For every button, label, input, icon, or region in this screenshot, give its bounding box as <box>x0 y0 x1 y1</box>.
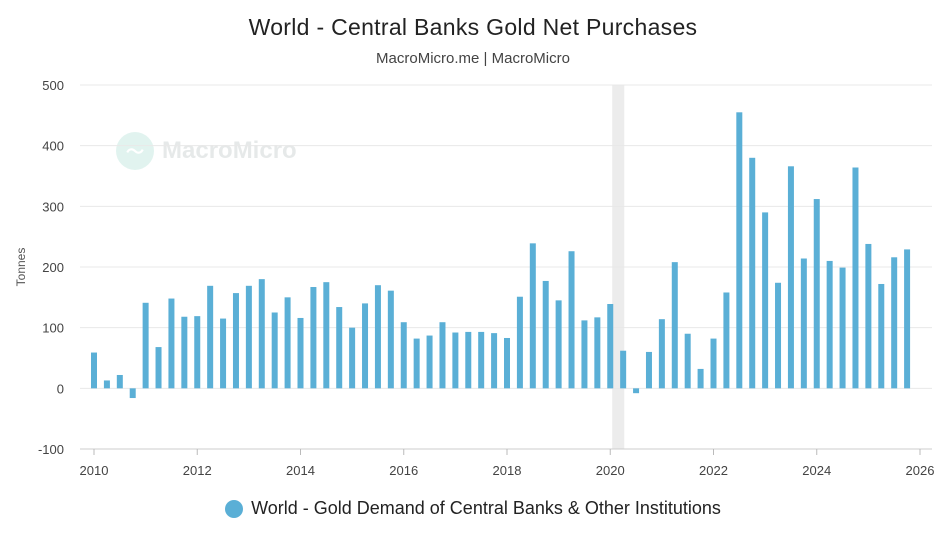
legend[interactable]: World - Gold Demand of Central Banks & O… <box>0 498 946 519</box>
bar <box>813 199 820 389</box>
legend-swatch <box>225 499 244 518</box>
bar <box>387 290 394 389</box>
bar <box>516 296 523 389</box>
bar <box>671 262 678 389</box>
bar <box>232 293 239 389</box>
bar <box>787 166 794 389</box>
bar <box>633 388 640 394</box>
bar <box>116 374 123 389</box>
bar <box>194 316 201 389</box>
bar <box>220 318 227 389</box>
bar <box>491 333 498 389</box>
bar <box>775 282 782 389</box>
bar <box>878 283 885 389</box>
y-tick-label: 500 <box>42 78 64 93</box>
bar <box>697 368 704 389</box>
x-tick-label: 2014 <box>286 463 315 478</box>
bar <box>568 251 575 389</box>
bar <box>103 380 110 389</box>
watermark: 〜 MacroMicro <box>116 132 297 170</box>
bar <box>723 292 730 389</box>
bar <box>336 307 343 389</box>
bar <box>323 282 330 389</box>
y-axis-label: Tonnes <box>14 248 28 287</box>
wave-chart-icon: 〜 <box>116 132 154 170</box>
bar <box>852 167 859 389</box>
watermark-text: MacroMicro <box>162 137 297 164</box>
chart-title: World - Central Banks Gold Net Purchases <box>248 14 698 40</box>
bar <box>349 327 356 389</box>
bar <box>645 351 652 389</box>
x-tick-label: 2018 <box>493 463 522 478</box>
bar <box>142 302 149 389</box>
y-tick-label: -100 <box>38 442 64 457</box>
bar <box>762 212 769 389</box>
y-tick-label: 100 <box>42 321 64 336</box>
bar <box>310 287 317 389</box>
x-tick-label: 2020 <box>596 463 625 478</box>
y-tick-label: 400 <box>42 139 64 154</box>
bar <box>904 249 911 389</box>
bar <box>297 317 304 389</box>
bar <box>155 347 162 389</box>
bar <box>800 258 807 389</box>
x-tick-label: 2010 <box>80 463 109 478</box>
legend-label: World - Gold Demand of Central Banks & O… <box>251 498 721 518</box>
bar <box>168 298 175 389</box>
y-tick-label: 300 <box>42 199 64 214</box>
bar <box>891 257 898 389</box>
bar <box>620 350 627 389</box>
chart-subtitle: MacroMicro.me | MacroMicro <box>376 50 570 67</box>
bar <box>207 285 214 389</box>
bar <box>465 331 472 389</box>
bar <box>362 303 369 389</box>
bar <box>374 285 381 389</box>
y-tick-label: 0 <box>57 381 64 396</box>
bar <box>594 317 601 389</box>
bar <box>258 279 265 389</box>
x-tick-label: 2012 <box>183 463 212 478</box>
x-tick-label: 2022 <box>699 463 728 478</box>
bar <box>400 322 407 389</box>
bar <box>736 112 743 389</box>
bar <box>181 316 188 389</box>
x-tick-label: 2026 <box>906 463 935 478</box>
bar <box>555 300 562 389</box>
bar <box>529 243 536 389</box>
bar <box>542 280 549 389</box>
x-tick-label: 2016 <box>389 463 418 478</box>
bar <box>426 335 433 389</box>
bar <box>478 331 485 389</box>
x-tick-label: 2024 <box>802 463 831 478</box>
bar <box>129 388 136 399</box>
bar <box>865 243 872 389</box>
bar <box>581 320 588 389</box>
bar <box>710 338 717 389</box>
bar <box>504 337 510 389</box>
bar <box>749 157 756 389</box>
bar <box>439 322 446 389</box>
bar <box>658 319 665 389</box>
bar <box>271 312 278 389</box>
bar <box>413 338 420 389</box>
bar <box>826 260 833 389</box>
bar <box>839 267 846 389</box>
bar <box>91 352 97 389</box>
bar <box>684 333 691 389</box>
bar <box>452 332 459 389</box>
bar <box>245 285 252 389</box>
bar <box>284 297 291 389</box>
y-tick-label: 200 <box>42 260 64 275</box>
bar <box>607 304 614 389</box>
